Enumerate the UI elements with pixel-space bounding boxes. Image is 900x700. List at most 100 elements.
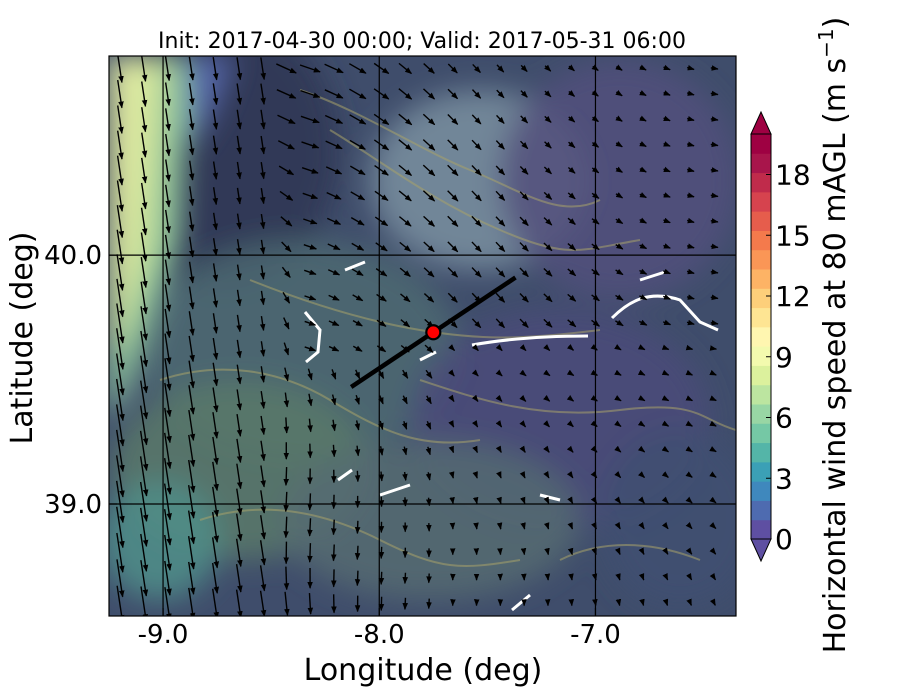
wind-vector <box>402 497 408 507</box>
wind-vector <box>188 385 196 415</box>
wind-vector <box>449 496 455 505</box>
terrain-mask-edge <box>379 483 411 497</box>
colorbar-extend-min <box>750 538 772 563</box>
wind-vector <box>259 590 267 616</box>
wind-vector <box>374 216 389 227</box>
wind-vector <box>615 141 623 148</box>
terrain-mask-edge <box>511 593 531 612</box>
wind-vector <box>495 445 502 454</box>
wind-vector <box>709 522 717 530</box>
wind-vector <box>141 56 148 82</box>
wind-vector <box>615 573 621 581</box>
terrain-mask-edge <box>419 350 437 362</box>
wind-vector <box>351 268 364 277</box>
wind-vector <box>188 261 195 284</box>
wind-vector <box>116 303 125 344</box>
wind-vector <box>686 115 695 122</box>
colorbar-extend-max <box>750 110 772 135</box>
wind-vector <box>495 420 503 428</box>
wind-vector <box>422 113 436 126</box>
wind-vector <box>399 241 412 252</box>
wind-vector <box>188 311 195 336</box>
wind-vector <box>519 369 527 377</box>
wind-vector <box>519 471 526 479</box>
wind-vector <box>686 90 695 96</box>
wind-vector <box>378 395 384 405</box>
wind-vector <box>448 369 455 377</box>
wind-vector <box>280 216 293 227</box>
wind-vector <box>401 420 408 430</box>
wind-vector <box>567 64 575 72</box>
colorbar-segment <box>751 153 771 174</box>
wind-vector <box>686 572 693 581</box>
wind-vector <box>236 83 243 106</box>
colorbar-segment <box>751 211 771 231</box>
wind-vector <box>661 369 670 376</box>
wind-vector <box>495 369 503 377</box>
x-tick-label: -8.0 <box>354 620 405 650</box>
wind-vector <box>663 166 671 173</box>
wind-vector <box>283 367 290 382</box>
wind-vector <box>283 392 290 408</box>
wind-vector <box>140 207 148 236</box>
wind-vector <box>661 395 670 402</box>
wind-vector <box>352 345 363 352</box>
wind-vector <box>117 56 124 84</box>
wind-vector <box>330 369 337 380</box>
wind-vector <box>471 344 479 352</box>
wind-vector <box>212 412 219 439</box>
wind-vector <box>188 56 195 81</box>
wind-vector <box>709 345 718 351</box>
wind-vector <box>519 191 529 201</box>
wind-vector <box>663 141 671 147</box>
wind-vector <box>399 267 411 277</box>
wind-vector <box>375 242 388 252</box>
colorbar-segment <box>751 442 771 463</box>
wind-vector <box>401 446 408 456</box>
wind-vector <box>302 192 319 200</box>
wind-vector <box>402 597 409 611</box>
wind-vector <box>710 192 719 199</box>
wind-vector <box>495 190 506 201</box>
wind-vector <box>164 234 172 260</box>
colorbar-label: Horizontal wind speed at 80 mAGL (m s−1) <box>814 17 853 654</box>
wind-vector <box>236 289 242 307</box>
wind-vector <box>637 445 646 453</box>
wind-vector <box>236 488 243 516</box>
wind-vector <box>330 544 337 562</box>
wind-vector <box>544 547 550 556</box>
wind-vector <box>115 480 125 524</box>
wind-vector <box>471 369 479 377</box>
wind-vector <box>325 140 343 150</box>
wind-vector <box>639 294 648 301</box>
wind-vector <box>212 109 219 130</box>
wind-vector <box>639 141 647 148</box>
wind-vector <box>567 293 577 302</box>
wind-vector <box>373 88 390 100</box>
wind-vector <box>117 79 124 109</box>
wind-vector <box>304 294 317 301</box>
wind-vector <box>471 420 479 428</box>
terrain-contour <box>419 379 736 431</box>
wind-vector <box>639 268 648 275</box>
wind-vector <box>398 164 413 177</box>
colorbar-tick-label: 15 <box>775 219 811 252</box>
wind-vector <box>116 155 124 186</box>
wind-vector <box>328 294 340 301</box>
wind-vector <box>236 389 243 411</box>
wind-vector <box>591 294 600 302</box>
wind-vector <box>519 445 526 453</box>
wind-vector <box>260 57 266 81</box>
wind-vector <box>282 292 291 304</box>
wind-vector <box>326 191 342 200</box>
wind-vector <box>591 522 597 530</box>
wind-vector <box>520 64 528 73</box>
wind-vector <box>398 190 412 202</box>
wind-vector <box>188 459 196 494</box>
wind-vector <box>685 446 693 453</box>
wind-vector <box>378 546 385 560</box>
wind-vector <box>567 268 577 277</box>
wind-vector <box>260 465 266 488</box>
wind-vector <box>471 394 479 403</box>
colorbar-segment <box>751 384 771 405</box>
